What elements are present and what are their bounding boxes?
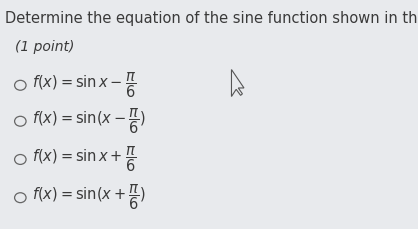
Text: Determine the equation of the sine function shown in the graph.: Determine the equation of the sine funct… <box>5 11 418 26</box>
Text: (1 point): (1 point) <box>15 40 74 54</box>
Text: $f(x) = \sin(x - \dfrac{\pi}{6})$: $f(x) = \sin(x - \dfrac{\pi}{6})$ <box>32 106 146 136</box>
Text: $f(x) = \sin(x + \dfrac{\pi}{6})$: $f(x) = \sin(x + \dfrac{\pi}{6})$ <box>32 183 146 213</box>
Text: $f(x) = \sin x - \dfrac{\pi}{6}$: $f(x) = \sin x - \dfrac{\pi}{6}$ <box>32 71 136 100</box>
Text: $f(x) = \sin x + \dfrac{\pi}{6}$: $f(x) = \sin x + \dfrac{\pi}{6}$ <box>32 145 136 174</box>
